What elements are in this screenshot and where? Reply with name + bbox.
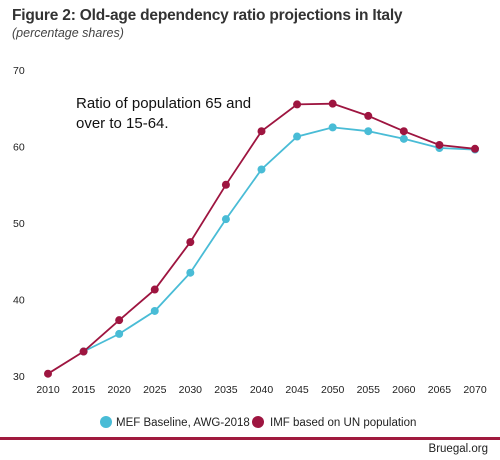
legend-marker xyxy=(100,416,112,428)
data-point xyxy=(328,123,337,132)
source-credit: Bruegal.org xyxy=(428,443,488,455)
data-point xyxy=(44,369,52,378)
legend-label: IMF based on UN population xyxy=(270,417,416,429)
x-tick-label: 2070 xyxy=(463,384,487,396)
y-tick-label: 50 xyxy=(13,218,25,230)
data-point xyxy=(399,127,408,136)
data-point xyxy=(364,127,373,136)
x-tick-label: 2020 xyxy=(107,384,131,396)
x-tick-label: 2050 xyxy=(321,384,345,396)
x-tick-label: 2045 xyxy=(285,384,309,396)
data-point xyxy=(293,132,302,141)
data-point xyxy=(399,134,408,143)
data-point xyxy=(186,238,195,247)
y-tick-label: 30 xyxy=(13,371,25,383)
x-tick-label: 2065 xyxy=(428,384,452,396)
series-line xyxy=(83,126,476,353)
x-axis: 2010 2015 2020 2025 2030 2035 2040 2045 2050 2055… xyxy=(36,384,487,396)
x-tick-label: 2055 xyxy=(357,384,381,396)
data-point xyxy=(471,144,479,153)
data-point xyxy=(257,165,266,174)
series-layer xyxy=(44,99,479,378)
data-point xyxy=(293,100,302,109)
x-tick-label: 2015 xyxy=(72,384,96,396)
x-tick-label: 2060 xyxy=(392,384,416,396)
series-line xyxy=(47,102,476,375)
y-tick-label: 60 xyxy=(13,142,25,154)
x-tick-label: 2035 xyxy=(214,384,238,396)
data-point xyxy=(186,268,195,277)
y-axis: 30 40 50 60 70 xyxy=(13,65,25,383)
data-point xyxy=(79,347,88,356)
footer-rule xyxy=(0,437,500,440)
chart-annotation: Ratio of population 65 and over to 15-64. xyxy=(76,95,251,132)
legend-marker xyxy=(252,416,264,428)
series-mef xyxy=(79,123,479,356)
x-tick-label: 2040 xyxy=(250,384,274,396)
chart-title: Figure 2: Old-age dependency ratio proje… xyxy=(12,7,403,24)
data-point xyxy=(221,180,230,189)
y-tick-label: 40 xyxy=(13,295,25,307)
data-point xyxy=(364,111,373,120)
legend-label: MEF Baseline, AWG-2018 xyxy=(116,417,250,429)
data-point xyxy=(328,99,337,108)
data-point xyxy=(435,140,444,149)
data-point xyxy=(257,127,266,136)
y-tick-label: 70 xyxy=(13,65,25,77)
data-point xyxy=(221,215,230,224)
legend: MEF Baseline, AWG-2018 IMF based on UN po… xyxy=(100,416,416,429)
x-tick-label: 2025 xyxy=(143,384,167,396)
data-point xyxy=(115,316,124,325)
data-point xyxy=(115,329,124,338)
data-point xyxy=(150,306,159,315)
x-tick-label: 2030 xyxy=(179,384,203,396)
series-imf xyxy=(44,99,479,378)
chart-subtitle: (percentage shares) xyxy=(12,26,124,40)
x-tick-label: 2010 xyxy=(36,384,60,396)
data-point xyxy=(150,285,159,294)
